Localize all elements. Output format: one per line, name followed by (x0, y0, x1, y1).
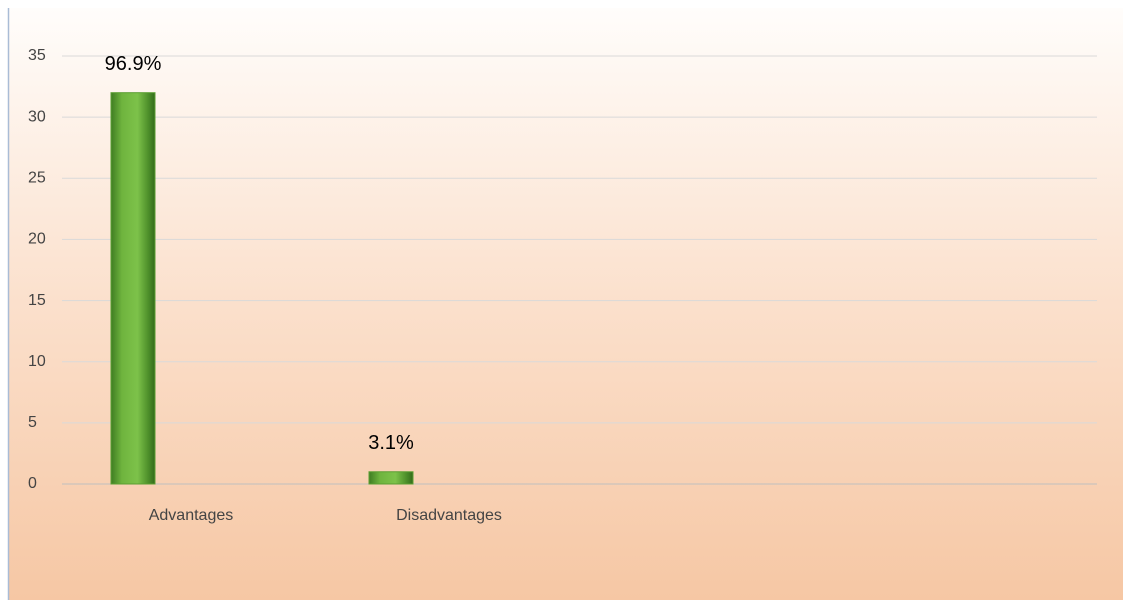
x-tick-label: Disadvantages (396, 507, 502, 524)
y-tick-label: 0 (28, 475, 37, 492)
data-label: 3.1% (368, 432, 414, 454)
y-tick-label: 15 (28, 292, 46, 309)
y-tick-label: 30 (28, 108, 46, 125)
y-tick-label: 20 (28, 231, 46, 248)
x-tick-label: Advantages (149, 507, 234, 524)
bar (368, 471, 414, 485)
y-tick-label: 35 (28, 47, 46, 64)
y-tick-label: 5 (28, 414, 37, 431)
bar (110, 92, 156, 485)
y-tick-label: 25 (28, 170, 46, 187)
background (8, 8, 1123, 600)
y-tick-label: 10 (28, 353, 46, 370)
data-label: 96.9% (105, 53, 162, 75)
